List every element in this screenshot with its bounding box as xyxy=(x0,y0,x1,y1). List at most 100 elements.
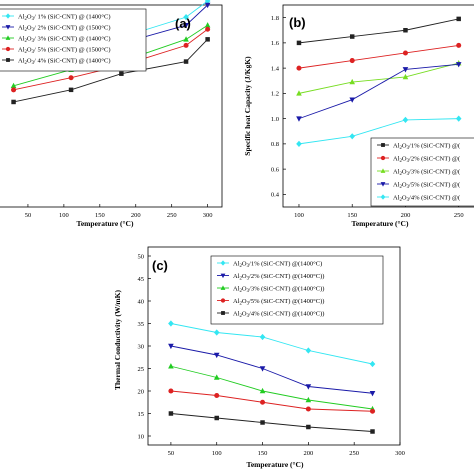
legend-box xyxy=(210,255,384,325)
y-tick-label: 15 xyxy=(138,411,145,418)
y-tick-label: 40 xyxy=(138,298,145,305)
x-tick-label: 200 xyxy=(303,450,313,457)
legend: Al2O3/ 1% (SiC-CNT) @ (1400°C) Al2O3/ 2% … xyxy=(0,8,147,72)
data-point xyxy=(402,116,409,123)
data-point xyxy=(260,399,266,405)
x-tick-label: 200 xyxy=(131,212,141,219)
x-tick-label: 250 xyxy=(167,212,177,219)
y-axis-title: Specific heat Capacity (J/KgK) xyxy=(243,56,252,156)
y-tick-label: 0.6 xyxy=(271,166,280,173)
legend-entry: Al2O3/2% (SiC-CNT) @( xyxy=(393,155,460,164)
series-5 xyxy=(11,37,210,105)
data-point xyxy=(456,42,462,48)
data-point xyxy=(11,99,16,105)
data-point xyxy=(204,22,211,28)
data-point xyxy=(259,387,266,394)
data-point xyxy=(213,329,220,336)
data-point xyxy=(168,388,174,394)
legend-marker xyxy=(6,58,10,62)
data-point xyxy=(296,90,302,96)
y-tick-label: 0.4 xyxy=(271,192,280,199)
legend-entry: Al2O3/4% (SiC-CNT) @(1400°C)) xyxy=(233,310,324,319)
series-line xyxy=(170,323,373,365)
data-point xyxy=(349,34,355,39)
y-tick-label: 0.8 xyxy=(271,141,279,148)
chart-panel-a: 50 100 150 200 250 300 Temperature (°C) (a) Al2O… xyxy=(0,0,223,228)
y-tick-label: 30 xyxy=(138,343,145,350)
x-tick-label: 100 xyxy=(294,212,304,219)
data-point xyxy=(205,37,210,42)
x-tick-label: 300 xyxy=(203,212,213,219)
x-axis-title: Temperature (°C) xyxy=(77,219,134,228)
x-tick-label: 200 xyxy=(401,212,411,219)
data-point xyxy=(455,62,462,68)
data-point xyxy=(402,50,408,56)
y-tick-label: 50 xyxy=(138,253,145,260)
legend-marker xyxy=(5,35,11,40)
x-tick-label: 100 xyxy=(59,212,69,219)
data-point xyxy=(369,360,376,368)
data-point xyxy=(370,429,375,434)
legend-entry: Al2O3/1% (SiC-CNT) @(1400°C) xyxy=(233,260,322,269)
legend-marker xyxy=(380,168,386,173)
series-2 xyxy=(168,343,376,397)
data-point xyxy=(10,82,17,89)
data-point xyxy=(296,40,302,46)
panel-label: (a) xyxy=(175,16,191,31)
series-line xyxy=(170,345,373,394)
series-line xyxy=(298,18,459,44)
series-5 xyxy=(168,411,375,434)
legend-entry: Al2O3/1% (SiC-CNT) @( xyxy=(393,142,460,151)
y-tick-label: 1.4 xyxy=(271,65,280,72)
y-axis-title: Thermal Conductivity (W/mK) xyxy=(113,290,122,390)
series-4 xyxy=(296,62,462,122)
legend: Al2O3/1% (SiC-CNT) @(1400°C) Al2O3/2% (Si… xyxy=(210,255,384,325)
panel-label: (c) xyxy=(152,258,168,273)
data-point xyxy=(168,363,174,369)
series-2 xyxy=(296,42,462,71)
x-tick-label: 50 xyxy=(25,212,32,219)
legend-entry: Al2O3/ 1% (SiC-CNT) @ (1400°C) xyxy=(18,13,111,22)
series-line xyxy=(298,62,459,94)
legend-marker xyxy=(220,260,226,266)
x-axis-title: Temperature (°C) xyxy=(352,219,409,228)
legend-entry: Al2O3/ 2% (SiC-CNT) @ (1500°C) xyxy=(18,24,111,33)
data-point xyxy=(305,347,312,354)
legend-box xyxy=(0,8,147,72)
data-point xyxy=(213,352,220,359)
series-1 xyxy=(296,16,461,46)
data-point xyxy=(349,58,355,64)
x-tick-label: 250 xyxy=(349,450,359,457)
data-point xyxy=(119,71,124,76)
legend-entry: Al2O3/5% (SiC-CNT) @( xyxy=(393,181,460,190)
data-point xyxy=(456,16,461,22)
data-point xyxy=(305,406,311,412)
data-point xyxy=(168,411,174,416)
data-point xyxy=(369,391,376,397)
data-point xyxy=(369,408,376,414)
legend-entry: Al2O3/5% (SiC-CNT) @(1400°C)) xyxy=(233,298,324,307)
x-tick-label: 250 xyxy=(454,212,464,219)
data-point xyxy=(296,65,302,71)
series-line xyxy=(170,390,373,412)
data-point xyxy=(402,67,409,73)
plot-frame xyxy=(0,4,223,208)
x-tick-label: 100 xyxy=(212,450,222,457)
data-point xyxy=(68,87,74,93)
data-point xyxy=(183,36,189,42)
data-point xyxy=(204,2,211,9)
series-line xyxy=(170,365,373,410)
data-point xyxy=(259,333,266,341)
series-line xyxy=(298,63,459,120)
data-point xyxy=(183,59,189,64)
data-point xyxy=(11,87,17,93)
data-point xyxy=(306,424,311,430)
chart-panel-b: 100 150 200 250 0.4 0.6 0.8 1.0 1.2 1.4 1.6 1.8 Temp… xyxy=(243,4,474,228)
data-point xyxy=(214,415,219,421)
data-point xyxy=(455,115,462,122)
series-4 xyxy=(168,388,376,414)
data-point xyxy=(183,42,189,48)
y-tick-label: 1.6 xyxy=(271,40,280,47)
data-point xyxy=(305,396,312,403)
data-point xyxy=(68,75,74,81)
